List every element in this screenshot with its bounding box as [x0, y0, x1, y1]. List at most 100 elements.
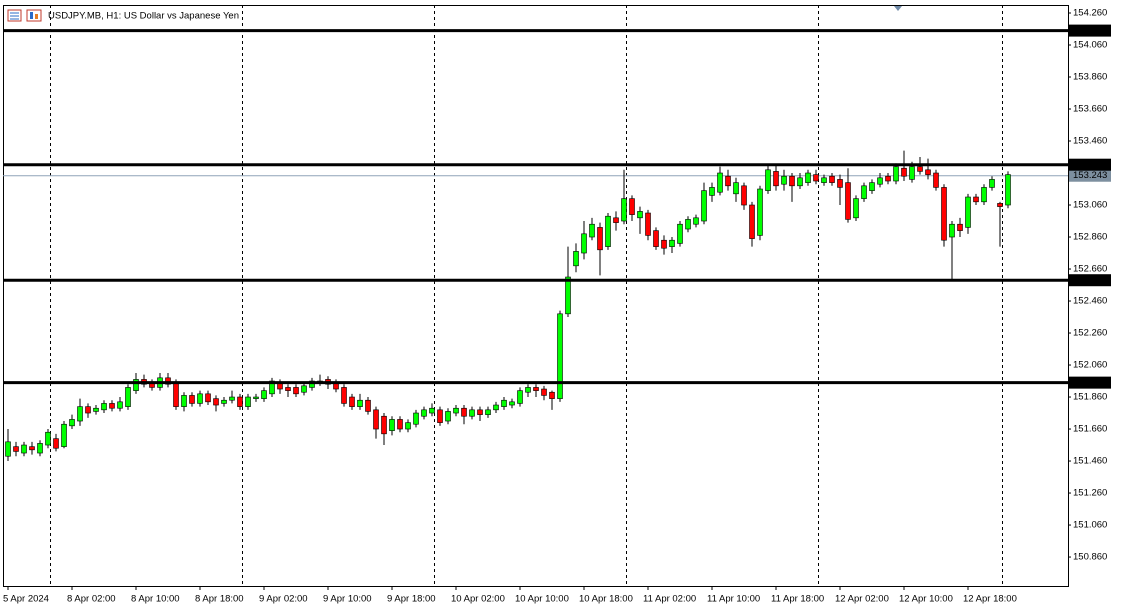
candle-body [661, 239, 667, 249]
candle-body [293, 387, 299, 395]
candle-body [341, 387, 347, 404]
candle-body [477, 409, 483, 415]
candle-body [765, 169, 771, 191]
candle-body [693, 217, 699, 225]
candle-body [525, 387, 531, 393]
y-tick-label: 151.460 [1073, 456, 1107, 467]
candle-body [813, 174, 819, 182]
candle-body [997, 203, 1003, 207]
candle-body [445, 411, 451, 422]
current-price-tag [1069, 169, 1111, 182]
candle-body [901, 167, 907, 177]
level-label: 154.150 [1073, 25, 1107, 36]
candle-body [61, 423, 67, 447]
candle-body [805, 172, 811, 183]
candle-body [725, 175, 731, 187]
x-tick-label: 8 Apr 10:00 [131, 594, 180, 605]
candle-body [285, 387, 291, 391]
candle-body [917, 166, 923, 172]
candle-body [797, 177, 803, 187]
candle-body [77, 406, 83, 422]
candle-body [581, 233, 587, 254]
candle-body [245, 396, 251, 407]
candle-body [85, 406, 91, 414]
y-tick-label: 153.860 [1073, 72, 1107, 83]
chart-title: USDJPY.MB, H1: US Dollar vs Japanese Yen [48, 11, 239, 22]
x-tick-label: 9 Apr 18:00 [387, 594, 436, 605]
candle-body [973, 196, 979, 203]
candle-body [253, 396, 259, 399]
candle-body [565, 276, 571, 315]
candle-body [549, 391, 555, 399]
toolbar-icons [7, 9, 42, 22]
candle-body [45, 431, 51, 446]
candle-body [373, 409, 379, 430]
candle-body [597, 227, 603, 251]
candle-body [485, 409, 491, 415]
candle-body [13, 446, 19, 452]
x-tick-label: 5 Apr 2024 [3, 594, 49, 605]
candle-body [37, 443, 43, 454]
candle-body [909, 166, 915, 180]
y-tick-label: 153.060 [1073, 200, 1107, 211]
candle-body [669, 239, 675, 247]
candle-body [493, 404, 499, 411]
candle-body [589, 223, 595, 238]
candle-body [421, 409, 427, 417]
candle-body [1005, 174, 1011, 206]
level-label: 153.312 [1073, 159, 1107, 170]
candle-body [757, 188, 763, 236]
x-tick-label: 10 Apr 18:00 [579, 594, 633, 605]
candle-body [933, 172, 939, 188]
candle-body [509, 401, 515, 406]
current-price-label: 153.243 [1073, 170, 1107, 181]
x-tick-label: 9 Apr 10:00 [323, 594, 372, 605]
candle-body [309, 380, 315, 388]
candle-body [701, 190, 707, 222]
y-tick-label: 154.260 [1073, 8, 1107, 19]
candle-body [109, 403, 115, 409]
candle-body [541, 388, 547, 396]
candle-body [949, 223, 955, 238]
candle-body [501, 399, 507, 407]
candle-body [213, 398, 219, 406]
y-tick-label: 150.860 [1073, 552, 1107, 563]
candle-body [637, 211, 643, 219]
candle-body [677, 223, 683, 244]
y-tick-label: 153.460 [1073, 136, 1107, 147]
y-tick-label: 152.860 [1073, 232, 1107, 243]
candle-body [957, 223, 963, 231]
candle-body [773, 171, 779, 187]
candle-body [365, 399, 371, 412]
candle-body [101, 403, 107, 411]
y-tick-label: 152.660 [1073, 264, 1107, 275]
x-tick-label: 12 Apr 10:00 [899, 594, 953, 605]
y-tick-label: 154.060 [1073, 40, 1107, 51]
candle-body [517, 390, 523, 404]
candle-body [405, 422, 411, 430]
candle-body [181, 395, 187, 407]
y-tick-label: 152.460 [1073, 296, 1107, 307]
candle-body [197, 393, 203, 404]
y-tick-label: 153.660 [1073, 104, 1107, 115]
candle-body [133, 379, 139, 391]
candle-body [629, 198, 635, 215]
level-tag [1069, 376, 1111, 389]
candle-body [93, 407, 99, 412]
y-tick-label: 151.260 [1073, 488, 1107, 499]
candle-body [741, 185, 747, 206]
candle-body [861, 185, 867, 199]
candle-body [613, 217, 619, 223]
candle-body [653, 230, 659, 247]
x-tick-label: 8 Apr 18:00 [195, 594, 244, 605]
candle-body [941, 187, 947, 241]
icon [30, 12, 33, 19]
candle-body [925, 169, 931, 175]
x-tick-label: 11 Apr 10:00 [707, 594, 760, 605]
candle-body [821, 177, 827, 183]
candle-body [829, 175, 835, 183]
plot-border [3, 5, 1069, 587]
